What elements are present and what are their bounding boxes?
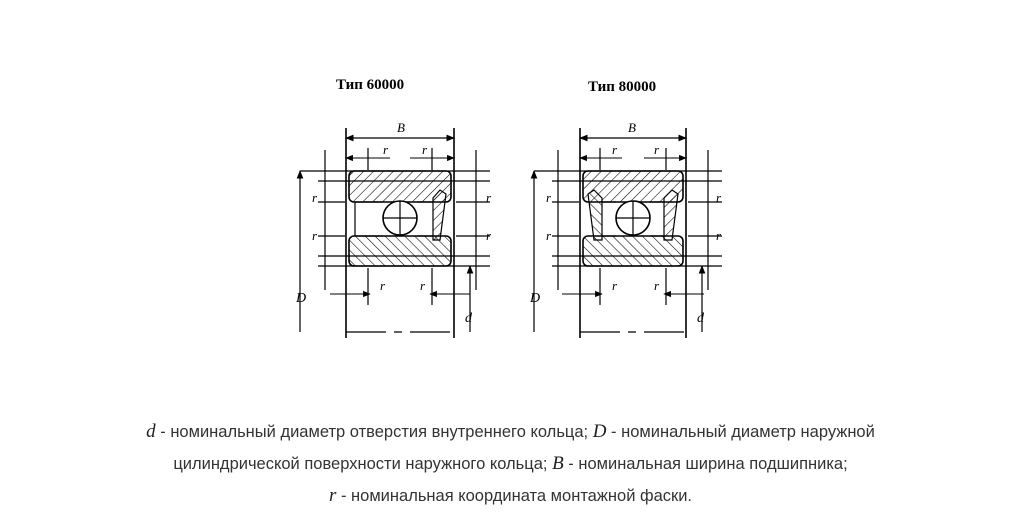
- label-d-outer-left: D: [295, 291, 306, 306]
- label-r-top-left-1: r: [383, 142, 389, 157]
- bearing-drawing-type-80000: [530, 128, 722, 338]
- caption-text-d: - номинальный диаметр отверстия внутренн…: [155, 423, 593, 441]
- figure-caption: d - номинальный диаметр отверстия внутре…: [0, 416, 1021, 512]
- caption-symbol-d: d: [146, 421, 156, 442]
- label-r-side-left-3: r: [486, 190, 492, 205]
- caption-symbol-D: D: [592, 421, 607, 442]
- label-r-side-right-3: r: [716, 190, 722, 205]
- bearing-figure: Тип 60000 Тип 80000: [295, 77, 722, 338]
- label-d-outer-right: D: [529, 291, 540, 306]
- caption-line-1: d - номинальный диаметр отверстия внутре…: [0, 416, 1021, 448]
- label-r-side-right-1: r: [546, 190, 552, 205]
- label-r-side-left-2: r: [312, 228, 318, 243]
- label-d-inner-right: d: [697, 311, 705, 326]
- label-r-bottom-right-2: r: [654, 278, 660, 293]
- caption-line-2: цилиндрической поверхности наружного кол…: [0, 448, 1021, 480]
- label-d-inner-left: d: [465, 311, 473, 326]
- label-r-side-left-4: r: [486, 228, 492, 243]
- label-r-top-right-2: r: [654, 142, 660, 157]
- caption-text-D-cont: цилиндрической поверхности наружного кол…: [173, 455, 553, 473]
- label-r-side-left-1: r: [312, 190, 318, 205]
- label-r-bottom-left-2: r: [420, 278, 426, 293]
- label-b-left: B: [397, 120, 405, 135]
- caption-text-D: - номинальный диаметр наружной: [606, 423, 875, 441]
- diagram-title-type-80000: Тип 80000: [588, 79, 657, 95]
- caption-text-r: - номинальная координата монтажной фаски…: [336, 487, 693, 505]
- caption-symbol-r: r: [328, 485, 337, 506]
- caption-symbol-B: B: [552, 453, 564, 474]
- label-r-top-left-2: r: [422, 142, 428, 157]
- caption-line-3: r - номинальная координата монтажной фас…: [0, 480, 1021, 512]
- caption-text-B: - номинальная ширина подшипника;: [563, 455, 848, 473]
- label-r-side-right-4: r: [716, 228, 722, 243]
- diagram-title-type-60000: Тип 60000: [336, 77, 405, 93]
- bearing-drawing-type-60000: [296, 128, 490, 338]
- label-r-side-right-2: r: [546, 228, 552, 243]
- bearing-drawings: B r r r r r r r r D d: [295, 120, 722, 338]
- label-r-top-right-1: r: [612, 142, 618, 157]
- label-r-bottom-right-1: r: [612, 278, 618, 293]
- label-r-bottom-left-1: r: [380, 278, 386, 293]
- label-b-right: B: [628, 120, 636, 135]
